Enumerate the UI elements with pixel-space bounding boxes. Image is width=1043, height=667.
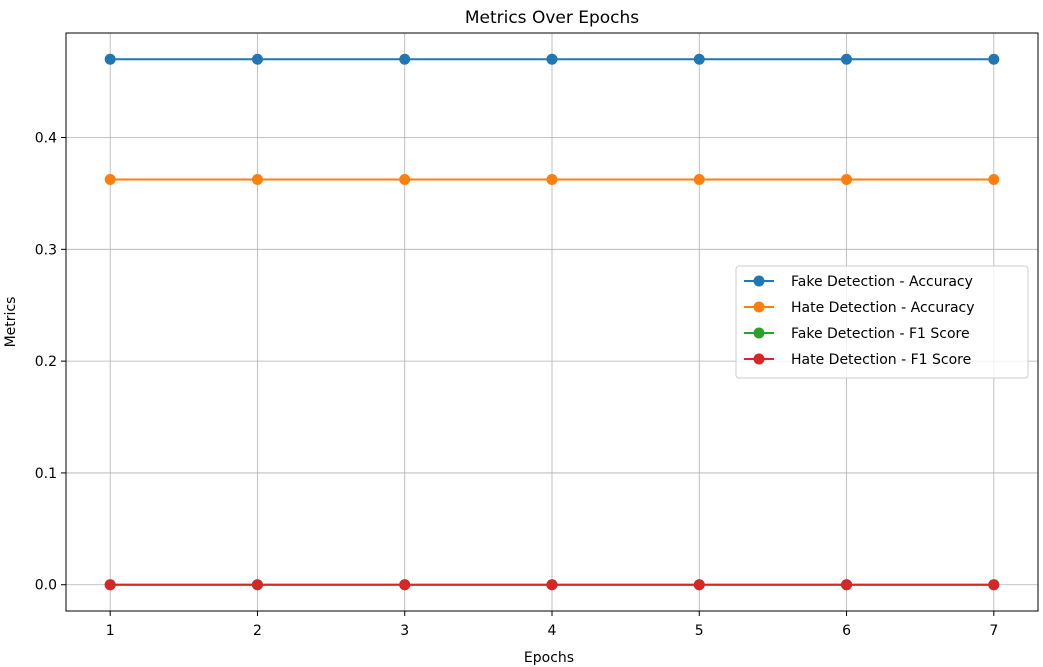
data-point — [104, 53, 116, 65]
data-point — [988, 579, 1000, 591]
legend-swatch-marker — [753, 301, 765, 313]
data-point — [399, 173, 411, 185]
legend-swatch-marker — [753, 275, 765, 287]
data-point — [251, 173, 263, 185]
y-tick-label: 0.0 — [35, 578, 57, 594]
x-tick-label: 4 — [548, 623, 557, 639]
data-point — [841, 173, 853, 185]
y-tick-label: 0.2 — [35, 354, 57, 370]
x-tick-label: 2 — [253, 623, 262, 639]
y-tick-label: 0.4 — [35, 131, 57, 147]
data-point — [399, 53, 411, 65]
data-point — [988, 173, 1000, 185]
series-hate-detection-accuracy — [104, 173, 1000, 185]
x-tick-label: 1 — [106, 623, 115, 639]
data-point — [546, 53, 558, 65]
legend-swatch-marker — [753, 353, 765, 365]
data-point — [251, 53, 263, 65]
legend-swatch-marker — [753, 327, 765, 339]
y-tick-label: 0.3 — [35, 242, 57, 258]
x-axis: 1 2 3 4 5 6 7 — [106, 611, 998, 639]
data-point — [693, 53, 705, 65]
x-tick-label: 3 — [400, 623, 409, 639]
legend-box — [735, 265, 1029, 379]
data-point — [399, 579, 411, 591]
series-layer — [104, 53, 1000, 591]
y-axis-label: Metrics — [3, 297, 19, 348]
series-fake-detection-accuracy — [104, 53, 1000, 65]
legend: Fake Detection - Accuracy Hate Detection … — [735, 265, 1029, 379]
data-point — [251, 579, 263, 591]
data-point — [988, 53, 1000, 65]
data-point — [104, 173, 116, 185]
chart-title: Metrics Over Epochs — [465, 8, 639, 28]
x-tick-label: 6 — [842, 623, 851, 639]
data-point — [841, 53, 853, 65]
data-point — [693, 579, 705, 591]
legend-label: Fake Detection - F1 Score — [791, 326, 970, 342]
legend-label: Hate Detection - Accuracy — [791, 300, 975, 316]
data-point — [693, 173, 705, 185]
y-axis: 0.0 0.1 0.2 0.3 0.4 — [35, 131, 66, 594]
data-point — [841, 579, 853, 591]
x-axis-label: Epochs — [524, 650, 574, 666]
series-hate-detection-f1-score — [104, 579, 1000, 591]
x-tick-label: 5 — [695, 623, 704, 639]
data-point — [546, 173, 558, 185]
legend-label: Hate Detection - F1 Score — [791, 352, 971, 368]
x-tick-label: 7 — [989, 623, 998, 639]
data-point — [546, 579, 558, 591]
data-point — [104, 579, 116, 591]
y-tick-label: 0.1 — [35, 466, 57, 482]
legend-label: Fake Detection - Accuracy — [791, 274, 973, 290]
